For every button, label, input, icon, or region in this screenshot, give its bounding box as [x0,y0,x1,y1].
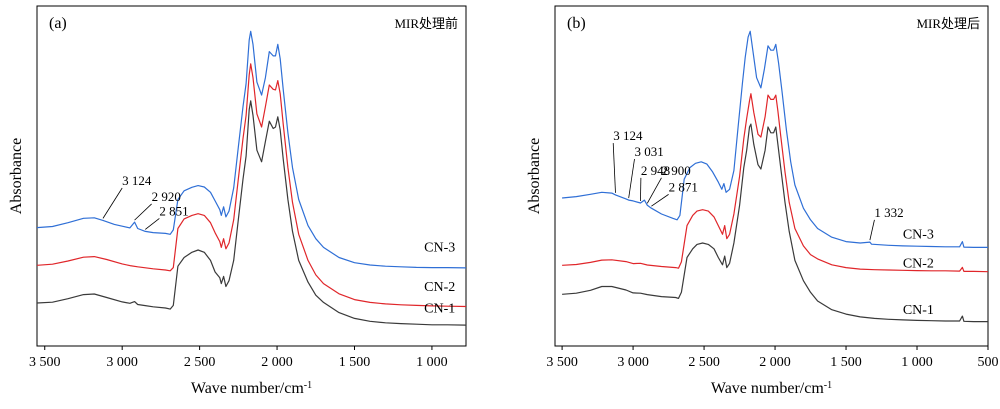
series-line-cn-1 [562,124,988,322]
panel-a: 3 500 3 000 2 500 2 000 1 500 1 000 Wave numbe… [8,6,466,397]
x-tick-label: 1 500 [339,355,371,370]
x-tick-label: 2 500 [688,355,720,370]
x-axis-label: Wave number/cm-1 [191,380,312,398]
annotation-leader [651,194,668,206]
annotation-leader [103,188,122,218]
annotation-leader [613,143,615,193]
annotation-leader [145,218,159,229]
series-label-cn-3: CN-3 [424,241,455,256]
annotation-label: 2 920 [152,189,181,204]
panel-label: (a) [49,15,67,32]
x-tick-label: 1 000 [416,355,448,370]
annotation-label: 3 124 [613,128,643,143]
panel-title: MIR处理后 [916,16,980,31]
annotation-label: 2 900 [661,163,690,178]
series-label-cn-2: CN-2 [903,257,934,272]
series-label-cn-2: CN-2 [424,280,455,295]
annotation-leader [135,204,152,220]
series-label-cn-1: CN-1 [424,302,455,317]
x-tick-label: 2 000 [759,355,791,370]
x-tick-label: 3 500 [546,355,578,370]
annotation-label: 2 851 [159,203,188,218]
x-tick-label: 2 500 [184,355,216,370]
panel-b: 3 500 3 000 2 500 2 000 1 500 1 000 500 Wave nu… [526,6,999,397]
x-tick-label: 3 500 [29,355,61,370]
x-tick-label: 1 000 [901,355,933,370]
annotation-label: 1 332 [874,205,903,220]
annotation-label: 3 124 [122,173,152,188]
series-line-cn-2 [562,94,988,272]
panel-title: MIR处理前 [394,16,458,31]
series-label-cn-3: CN-3 [903,228,934,243]
annotation-label: 3 031 [635,144,664,159]
x-tick-label: 500 [978,355,999,370]
series-label-cn-1: CN-1 [903,303,934,318]
x-tick-label: 1 500 [830,355,862,370]
panel-label: (b) [567,15,586,32]
y-axis-label: Absorbance [8,138,25,214]
annotation-label: 2 871 [669,179,698,194]
x-tick-label: 3 000 [617,355,649,370]
x-tick-label: 2 000 [261,355,293,370]
annotation-leader [870,220,875,240]
x-axis-label: Wave number/cm-1 [711,380,832,398]
plot-frame [555,6,988,346]
x-tick-label: 3 000 [106,355,138,370]
series-line-cn-2 [37,64,466,307]
annotation-leader [629,159,635,198]
annotation-leader [647,178,661,203]
plot-frame [37,6,466,346]
y-axis-label: Absorbance [526,138,543,214]
series-line-cn-1 [37,101,466,325]
